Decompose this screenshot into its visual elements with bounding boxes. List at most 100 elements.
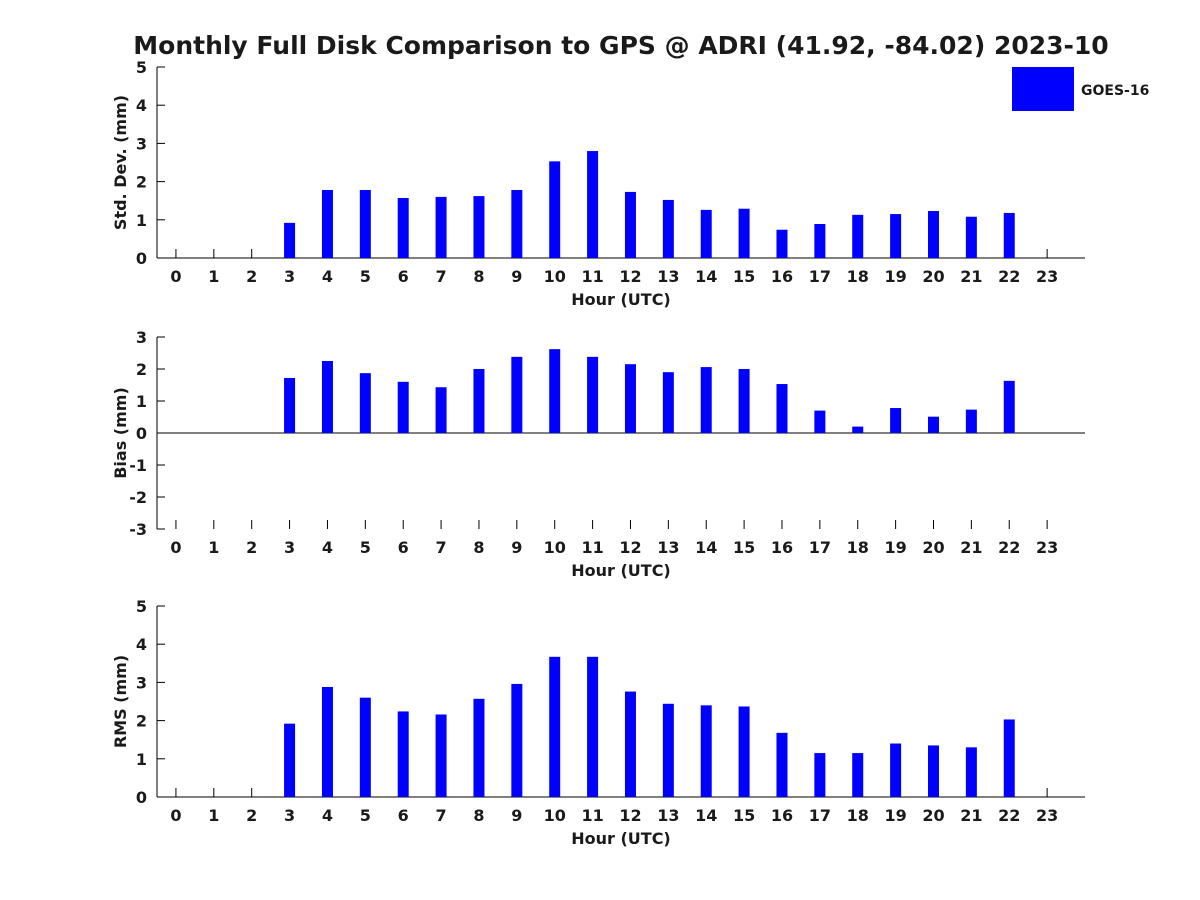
std-dev-y-tick-label: 5 xyxy=(136,58,147,77)
std-dev-bar-hour-22 xyxy=(1003,212,1015,258)
std-dev-x-tick-label: 19 xyxy=(884,267,906,286)
std-dev-y-tick-label: 3 xyxy=(136,134,147,153)
bias-bar-hour-11 xyxy=(587,356,599,433)
rms-bar-hour-3 xyxy=(284,723,296,797)
std-dev-bar-hour-11 xyxy=(587,151,599,258)
rms-bar-hour-19 xyxy=(890,743,902,797)
std-dev-x-axis-label: Hour (UTC) xyxy=(571,290,671,309)
bias-x-tick-label: 17 xyxy=(809,538,831,557)
rms-x-tick-label: 7 xyxy=(436,806,447,825)
bias-y-tick-label: -3 xyxy=(129,520,147,539)
std-dev-bar-hour-15 xyxy=(738,208,750,258)
std-dev-x-tick-label: 12 xyxy=(619,267,641,286)
bias-bar-hour-13 xyxy=(662,372,674,433)
bias-x-tick-label: 21 xyxy=(960,538,982,557)
rms-bar-hour-15 xyxy=(738,706,750,797)
rms-x-tick-label: 16 xyxy=(771,806,793,825)
bias-bar-hour-14 xyxy=(700,367,712,433)
std-dev-x-tick-label: 5 xyxy=(360,267,371,286)
rms-x-tick-label: 14 xyxy=(695,806,717,825)
std-dev-x-tick-label: 10 xyxy=(544,267,566,286)
bias-y-tick-label: -2 xyxy=(129,488,147,507)
std-dev-x-tick-label: 2 xyxy=(246,267,257,286)
bias-bar-hour-19 xyxy=(890,408,902,433)
chart-title: Monthly Full Disk Comparison to GPS @ AD… xyxy=(133,31,1108,60)
bias-x-tick-label: 18 xyxy=(847,538,869,557)
rms-y-tick-label: 5 xyxy=(136,597,147,616)
std-dev-bar-hour-5 xyxy=(359,190,371,258)
std-dev-x-tick-label: 22 xyxy=(998,267,1020,286)
rms-bar-hour-18 xyxy=(852,753,864,797)
rms-x-tick-label: 22 xyxy=(998,806,1020,825)
bias-x-tick-label: 20 xyxy=(922,538,944,557)
std-dev-y-axis-label: Std. Dev. (mm) xyxy=(111,95,130,230)
std-dev-bar-hour-14 xyxy=(700,209,712,258)
rms-bar-hour-17 xyxy=(814,753,826,797)
rms-bar-hour-9 xyxy=(511,683,523,797)
rms-bar-hour-14 xyxy=(700,705,712,797)
rms-y-axis-label: RMS (mm) xyxy=(111,655,130,748)
rms-x-tick-label: 1 xyxy=(208,806,219,825)
bias-bar-hour-18 xyxy=(852,426,864,433)
rms-x-tick-label: 6 xyxy=(398,806,409,825)
rms-x-tick-label: 13 xyxy=(657,806,679,825)
rms-x-tick-label: 10 xyxy=(544,806,566,825)
bias-y-tick-label: 1 xyxy=(136,392,147,411)
bias-x-tick-label: 8 xyxy=(473,538,484,557)
bias-x-tick-label: 9 xyxy=(511,538,522,557)
std-dev-x-tick-label: 20 xyxy=(922,267,944,286)
bias-x-tick-label: 6 xyxy=(398,538,409,557)
rms-x-tick-label: 17 xyxy=(809,806,831,825)
std-dev-bar-hour-21 xyxy=(965,216,977,258)
std-dev-bar-hour-16 xyxy=(776,229,788,258)
rms-x-tick-label: 9 xyxy=(511,806,522,825)
std-dev-x-tick-label: 13 xyxy=(657,267,679,286)
bias-bar-hour-4 xyxy=(321,361,333,433)
rms-bar-hour-16 xyxy=(776,732,788,797)
rms-x-tick-label: 4 xyxy=(322,806,333,825)
std-dev-bar-hour-4 xyxy=(321,190,333,258)
bias-bar-hour-9 xyxy=(511,356,523,433)
std-dev-bar-hour-19 xyxy=(890,214,902,258)
std-dev-x-tick-label: 8 xyxy=(473,267,484,286)
bias-bar-hour-16 xyxy=(776,384,788,433)
bias-bar-hour-7 xyxy=(435,387,447,433)
rms-bar-hour-20 xyxy=(927,745,939,797)
std-dev-x-tick-label: 21 xyxy=(960,267,982,286)
bias-bar-hour-21 xyxy=(965,409,977,433)
bias-bar-hour-6 xyxy=(397,381,409,433)
std-dev-y-tick-label: 0 xyxy=(136,249,147,268)
rms-y-tick-label: 0 xyxy=(136,788,147,807)
bias-x-tick-label: 15 xyxy=(733,538,755,557)
rms-x-tick-label: 11 xyxy=(581,806,603,825)
rms-y-tick-label: 2 xyxy=(136,712,147,731)
rms-x-tick-label: 23 xyxy=(1036,806,1058,825)
bias-x-tick-label: 23 xyxy=(1036,538,1058,557)
rms-y-tick-label: 4 xyxy=(136,635,147,654)
std-dev-x-tick-label: 3 xyxy=(284,267,295,286)
rms-bar-hour-4 xyxy=(321,686,333,797)
bias-x-tick-label: 11 xyxy=(581,538,603,557)
bias-x-tick-label: 7 xyxy=(436,538,447,557)
rms-x-tick-label: 12 xyxy=(619,806,641,825)
bias-x-tick-label: 14 xyxy=(695,538,717,557)
rms-bar-hour-5 xyxy=(359,697,371,797)
std-dev-x-tick-label: 6 xyxy=(398,267,409,286)
bias-bar-hour-22 xyxy=(1003,380,1015,433)
rms-bar-hour-8 xyxy=(473,698,485,797)
std-dev-x-tick-label: 23 xyxy=(1036,267,1058,286)
bias-y-tick-label: -1 xyxy=(129,456,147,475)
bias-x-axis-label: Hour (UTC) xyxy=(571,561,671,580)
bias-x-tick-label: 16 xyxy=(771,538,793,557)
bias-bar-hour-8 xyxy=(473,369,485,433)
std-dev-x-tick-label: 9 xyxy=(511,267,522,286)
std-dev-x-tick-label: 14 xyxy=(695,267,717,286)
std-dev-y-tick-label: 2 xyxy=(136,173,147,192)
std-dev-x-tick-label: 15 xyxy=(733,267,755,286)
bias-y-tick-label: 0 xyxy=(136,424,147,443)
bias-x-tick-label: 0 xyxy=(170,538,181,557)
bias-x-tick-label: 1 xyxy=(208,538,219,557)
